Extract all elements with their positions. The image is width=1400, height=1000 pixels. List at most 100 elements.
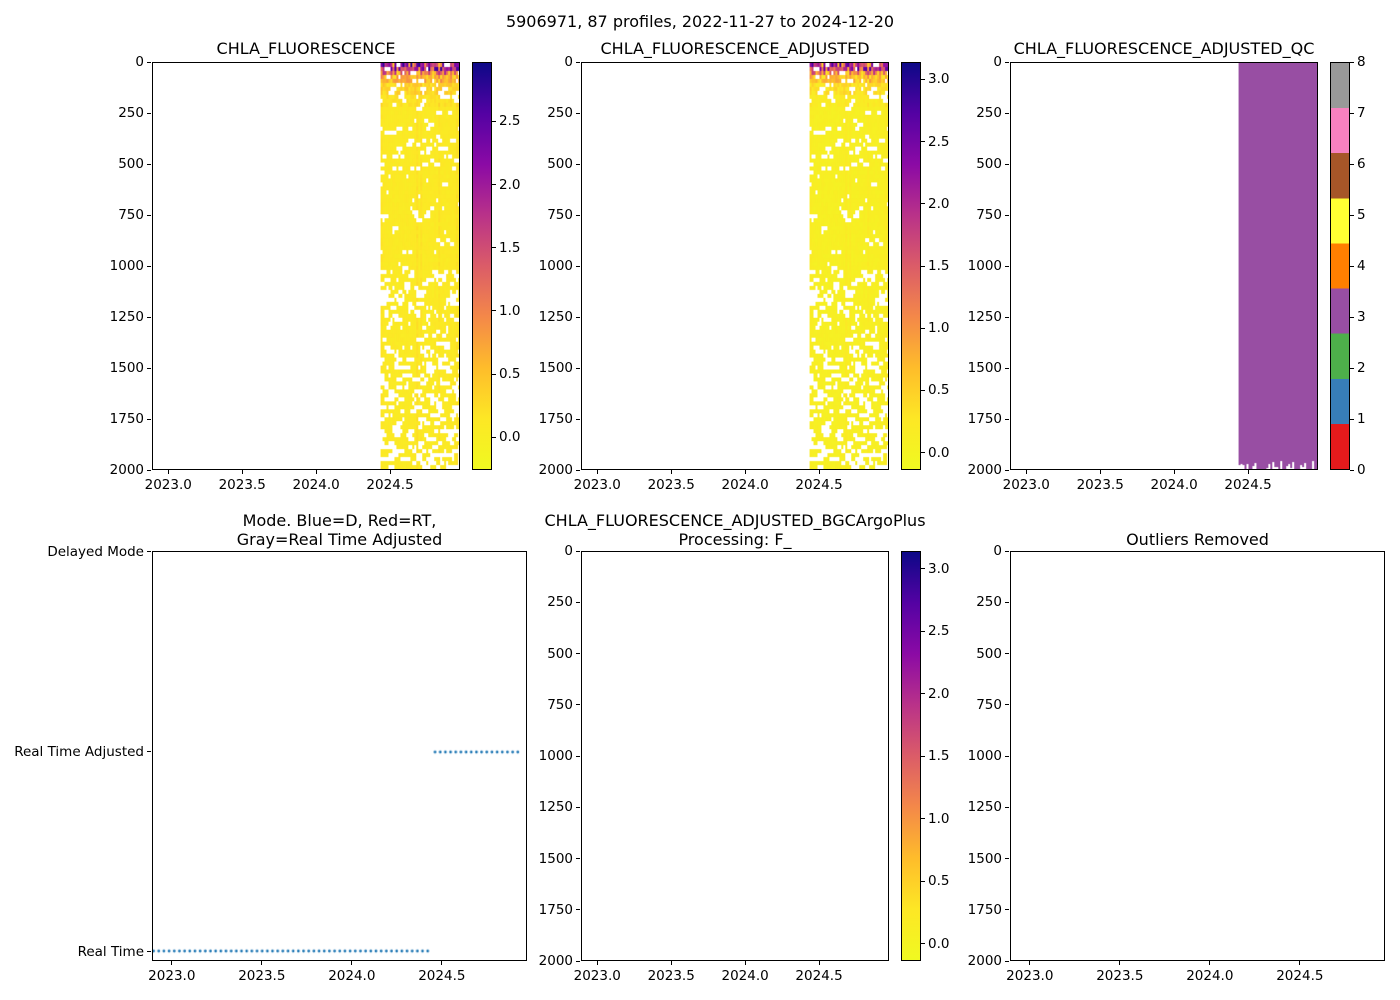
x-tick-mark	[389, 470, 391, 474]
x-tick-mark	[1025, 470, 1027, 474]
x-tick-mark	[670, 470, 672, 474]
y-tick-label: 1000	[538, 748, 573, 764]
y-tick-mark	[1005, 61, 1009, 63]
y-tick-mark	[1005, 112, 1009, 114]
y-tick-label: 0	[564, 543, 573, 559]
colorbar-tick-label: 0.0	[928, 935, 950, 952]
x-tick-label: 2024.5	[1276, 968, 1324, 984]
colorbar	[1330, 62, 1350, 470]
y-tick-label: 1750	[109, 411, 144, 427]
y-tick-label: 2000	[967, 462, 1002, 478]
colorbar-tick-mark	[492, 373, 496, 375]
colorbar-tick-label: 2.5	[928, 623, 950, 639]
x-tick-mark	[1119, 961, 1121, 965]
y-tick-mark	[576, 163, 580, 165]
colorbar-tick-label: 0.0	[499, 429, 521, 446]
y-tick-mark	[1005, 653, 1009, 654]
x-tick-label: 2024.0	[1186, 968, 1234, 984]
colorbar	[901, 62, 921, 470]
colorbar-tick-label: 4	[1357, 258, 1366, 274]
y-tick-label: 1500	[967, 850, 1002, 867]
y-tick-mark	[147, 163, 151, 165]
colorbar-tick-mark	[492, 184, 496, 186]
y-tick-mark	[1005, 858, 1009, 859]
x-tick-label: 2023.5	[1076, 477, 1124, 493]
colorbar-tick-label: 3.0	[928, 560, 950, 577]
colorbar-tick-label: 2.0	[499, 176, 521, 193]
y-tick-label: 250	[547, 594, 573, 611]
colorbar-tick-label: 1	[1357, 411, 1366, 427]
x-tick-mark	[1247, 470, 1249, 474]
colorbar-tick-mark	[921, 568, 925, 569]
x-tick-mark	[596, 470, 598, 474]
y-tick-mark	[576, 367, 580, 369]
colorbar-tick-label: 2.5	[499, 113, 521, 130]
y-tick-mark	[576, 214, 580, 216]
x-tick-mark	[167, 470, 169, 474]
mode-dots-canvas	[153, 552, 526, 960]
figure-suptitle: 5906971, 87 profiles, 2022-11-27 to 2024…	[505, 12, 895, 31]
y-tick-label: 250	[976, 105, 1002, 121]
panel-title-chla-fluorescence-adjusted-qc: CHLA_FLUORESCENCE_ADJUSTED_QC	[1010, 34, 1318, 58]
x-tick-mark	[1299, 961, 1301, 965]
x-tick-mark	[1209, 961, 1211, 965]
y-tick-label: 1750	[967, 411, 1002, 427]
x-tick-mark	[1029, 961, 1031, 965]
y-category-label: Real Time Adjusted	[14, 743, 144, 760]
y-tick-mark	[576, 418, 580, 420]
colorbar	[472, 62, 492, 470]
plot-chla-fluorescence-adjusted-qc	[1010, 62, 1318, 470]
y-category-label: Real Time	[77, 943, 144, 960]
y-tick-mark	[576, 858, 580, 859]
colorbar-tick-label: 1.0	[928, 320, 950, 337]
colorbar-tick-mark	[921, 327, 925, 329]
x-tick-mark	[315, 470, 317, 474]
plot-outliers-removed	[1010, 551, 1385, 961]
colorbar-tick-label: 0	[1357, 462, 1366, 478]
colorbar-tick-label: 2.5	[928, 133, 950, 150]
x-tick-mark	[241, 470, 243, 474]
title-text-line1: CHLA_FLUORESCENCE_ADJUSTED_BGCArgoPlus	[544, 511, 926, 530]
y-tick-mark	[1005, 469, 1009, 471]
plot-chla-fluorescence	[152, 62, 460, 470]
y-tick-mark	[1005, 163, 1009, 165]
x-tick-label: 2023.5	[218, 477, 266, 493]
title-text-line2: Gray=Real Time Adjusted	[236, 530, 443, 549]
colorbar-tick-label: 2	[1357, 360, 1366, 376]
title-text-line2: Processing: F_	[678, 530, 792, 549]
y-tick-mark	[1005, 909, 1009, 911]
x-tick-label: 2024.0	[721, 477, 769, 493]
y-tick-label: 500	[976, 645, 1002, 662]
y-tick-label: 2000	[109, 462, 144, 478]
heatmap-canvas	[582, 63, 888, 469]
colorbar-tick-label: 2.0	[928, 195, 950, 212]
y-tick-mark	[576, 704, 580, 706]
colorbar-tick-mark	[921, 880, 925, 882]
x-tick-label: 2023.0	[144, 477, 192, 493]
y-tick-label: 1500	[109, 360, 144, 376]
title-text: Outliers Removed	[1126, 530, 1269, 549]
x-tick-label: 2023.0	[573, 968, 621, 984]
plot-mode-timeline	[152, 551, 527, 961]
y-tick-label: 250	[547, 105, 573, 121]
x-tick-label: 2023.5	[1096, 968, 1144, 984]
x-tick-label: 2024.5	[1224, 477, 1272, 493]
y-tick-mark	[1005, 806, 1009, 808]
panel-title-chla-fluorescence-adjusted: CHLA_FLUORESCENCE_ADJUSTED	[581, 34, 889, 58]
colorbar-tick-mark	[921, 755, 925, 757]
y-tick-mark	[1005, 214, 1009, 216]
y-tick-mark	[147, 367, 151, 369]
panel-title-mode: Mode. Blue=D, Red=RT, Gray=Real Time Adj…	[152, 505, 527, 549]
heatmap-canvas	[1011, 63, 1317, 469]
y-tick-label: 0	[564, 54, 573, 70]
y-tick-label: 750	[118, 207, 144, 223]
y-tick-mark	[576, 653, 580, 654]
y-tick-label: 1750	[967, 901, 1002, 918]
y-tick-label: 1250	[967, 309, 1002, 325]
heatmap-canvas	[153, 63, 459, 469]
colorbar-tick-mark	[1350, 265, 1354, 267]
colorbar-tick-mark	[1350, 367, 1354, 369]
y-tick-label: 1250	[538, 309, 573, 325]
colorbar-tick-label: 1.5	[928, 748, 950, 764]
colorbar-tick-label: 8	[1357, 54, 1366, 70]
